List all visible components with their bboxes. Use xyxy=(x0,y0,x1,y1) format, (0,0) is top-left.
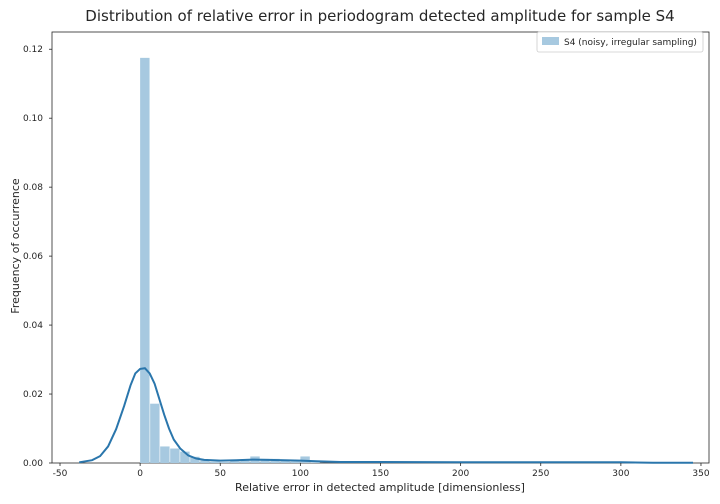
histogram-bar-4 xyxy=(180,451,190,463)
histogram-bar-10 xyxy=(240,459,250,463)
x-tick-label: 300 xyxy=(612,469,629,479)
histogram-bar-9 xyxy=(230,459,240,463)
histogram-bar-17 xyxy=(310,462,320,463)
x-tick-label: 200 xyxy=(452,469,469,479)
y-tick-label: 0.08 xyxy=(23,183,43,193)
x-axis-ticks: -50 0 50 100 150 200 250 300 350 xyxy=(53,463,710,479)
y-tick-label: 0.06 xyxy=(23,252,43,262)
legend-label: S4 (noisy, irregular sampling) xyxy=(564,38,697,48)
y-tick-label: 0.04 xyxy=(23,321,43,331)
legend: S4 (noisy, irregular sampling) xyxy=(536,31,704,53)
histogram-bar-2 xyxy=(160,446,170,463)
y-tick-label: 0.00 xyxy=(23,459,43,469)
histogram-bar-5 xyxy=(190,456,200,463)
x-tick-label: 0 xyxy=(137,469,143,479)
histogram-bar-16 xyxy=(300,456,310,463)
x-axis-label: Relative error in detected amplitude [di… xyxy=(235,481,525,494)
y-tick-label: 0.10 xyxy=(23,114,43,124)
kde-curve xyxy=(79,367,693,464)
x-tick-label: 100 xyxy=(292,469,309,479)
plot-area xyxy=(51,31,710,464)
x-tick-label: 250 xyxy=(532,469,549,479)
y-axis-label: Frequency of occurrence xyxy=(9,178,22,314)
y-axis-ticks: 0.00 0.02 0.04 0.06 0.08 0.10 0.12 xyxy=(23,45,52,469)
x-tick-label: 350 xyxy=(692,469,709,479)
histogram-bar-14 xyxy=(280,460,290,463)
histogram-bar-3 xyxy=(170,448,180,463)
histogram-bar-12 xyxy=(260,458,270,463)
histogram-bar-15 xyxy=(290,461,300,463)
y-tick-label: 0.02 xyxy=(23,390,43,400)
histogram-bars xyxy=(140,57,631,464)
x-tick-label: 150 xyxy=(372,469,389,479)
histogram-bar-7 xyxy=(210,461,220,463)
histogram-bar-8 xyxy=(220,461,230,463)
plot-frame xyxy=(51,31,710,464)
legend-box xyxy=(536,31,704,53)
legend-swatch xyxy=(542,37,559,45)
histogram-bar-6 xyxy=(200,460,210,463)
x-tick-label: -50 xyxy=(53,469,68,479)
chart-title: Distribution of relative error in period… xyxy=(85,7,674,25)
histogram-bar-0 xyxy=(140,57,150,464)
x-tick-label: 50 xyxy=(215,469,227,479)
y-tick-label: 0.12 xyxy=(23,45,43,55)
histogram-bar-1 xyxy=(150,403,160,463)
